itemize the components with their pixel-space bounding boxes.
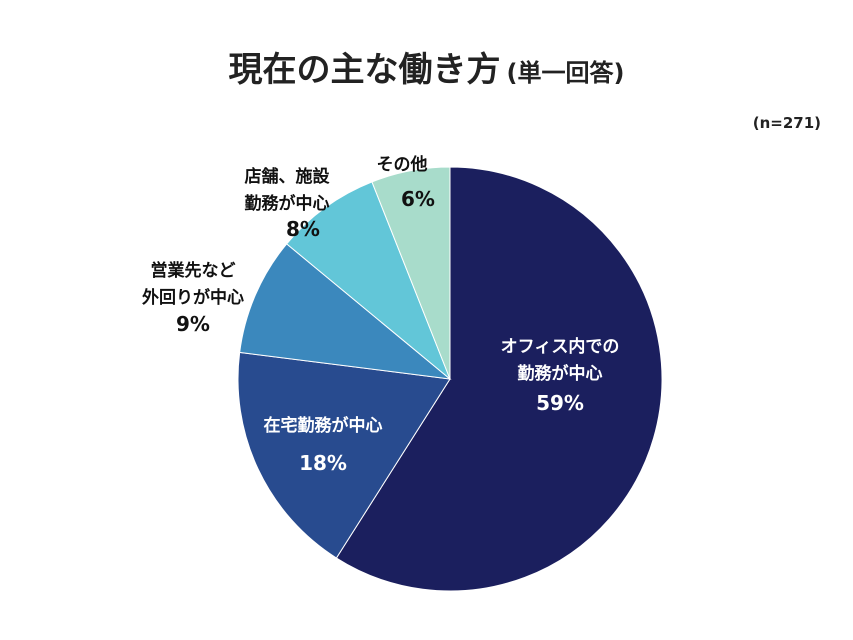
pie-slice-4 — [371, 166, 451, 380]
slice-label-1-line-0: 在宅勤務が中心 — [264, 415, 383, 436]
slice-value-0: 59% — [536, 391, 584, 415]
slice-label-2-line-0: 営業先など — [151, 260, 236, 281]
slice-label-4-line-0: その他 — [377, 154, 428, 175]
slice-value-3: 8% — [286, 217, 320, 241]
pie-slice-0 — [335, 166, 663, 592]
pie-slice-1 — [237, 351, 451, 559]
slice-value-2: 9% — [176, 312, 210, 336]
slice-value-1: 18% — [299, 451, 347, 475]
slice-label-0-line-1: 勤務が中心 — [518, 363, 603, 384]
slice-label-0-line-0: オフィス内での — [501, 336, 620, 357]
chart-title: 現在の主な働き方 (単一回答) — [0, 42, 853, 91]
chart-subtitle: (単一回答) — [506, 59, 625, 87]
pie-slice-3 — [285, 181, 451, 380]
pie-slice-2 — [239, 243, 452, 380]
slice-value-4: 6% — [401, 187, 435, 211]
slice-label-2-line-1: 外回りが中心 — [142, 287, 244, 308]
slice-label-3-line-1: 勤務が中心 — [245, 193, 330, 214]
slice-label-3-line-0: 店舗、施設 — [245, 166, 331, 187]
sample-size-label: (n=271) — [752, 114, 821, 132]
chart-title-main: 現在の主な働き方 — [228, 50, 501, 90]
